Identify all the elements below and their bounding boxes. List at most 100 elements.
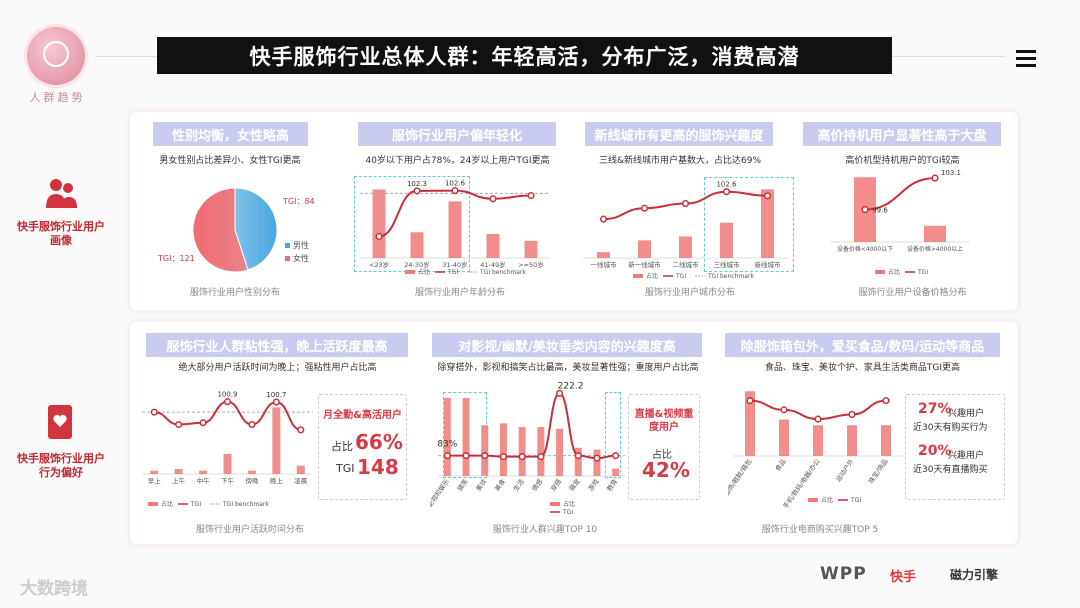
legend-tgi: TGI xyxy=(190,501,201,508)
pie-slice-0 xyxy=(234,187,278,271)
bar xyxy=(612,468,620,476)
menu-icon[interactable] xyxy=(1016,50,1036,68)
tgi-point xyxy=(150,408,158,416)
bar xyxy=(499,423,507,476)
legend-tgi: TGI xyxy=(562,509,573,516)
tgi-point xyxy=(574,452,582,460)
legend-share: 占比 xyxy=(418,268,430,276)
tick-label: 游戏 xyxy=(586,477,601,493)
bar xyxy=(574,447,582,476)
tgi-point xyxy=(375,232,383,241)
tick-label: 早上 xyxy=(148,476,162,485)
interest-box-title: 直播&视频重度用户 xyxy=(634,409,694,433)
tick-label: 上午 xyxy=(172,476,186,485)
tick-label: 搞笑 xyxy=(455,477,470,493)
ecom-panel-title: 除服饰箱包外，爱买食品/数码/运动等商品 xyxy=(725,333,1000,357)
tgi-point xyxy=(527,191,535,200)
tgi-point xyxy=(882,397,890,405)
ecom-stat2-value: 20% xyxy=(918,443,952,459)
legend-share-swatch xyxy=(550,502,560,506)
pie-group xyxy=(192,187,278,273)
price-panel-title: 高价持机用户显著性高于大盘 xyxy=(803,122,1001,146)
tgi-female-label: TGI：121 xyxy=(157,254,195,263)
data-label: 102.3 xyxy=(407,180,427,188)
legend-share-swatch xyxy=(808,498,818,502)
tgi-point xyxy=(780,406,788,414)
legend-share: 占比 xyxy=(161,500,173,508)
time-caption: 服饰行业用户活跃时间分布 xyxy=(195,525,304,535)
logo-text: 人群趋势 xyxy=(29,91,86,104)
tgi-point xyxy=(489,195,497,203)
bar xyxy=(537,427,545,476)
bar xyxy=(443,397,451,476)
person-icon xyxy=(43,41,69,67)
legend-male-swatch xyxy=(285,243,290,248)
tgi-point xyxy=(746,397,754,405)
wpp-logo: WPP xyxy=(820,564,867,584)
tgi-point xyxy=(413,187,421,195)
tick-label: 设备价格>4000以上 xyxy=(907,245,963,253)
bar xyxy=(174,469,183,474)
tick-label: 41-49岁 xyxy=(480,260,505,269)
tick-label: 三线城市 xyxy=(714,260,741,269)
tick-label: 晚上 xyxy=(270,476,284,485)
legend-share: 占比 xyxy=(563,500,575,508)
interest-share-label: 占比 xyxy=(652,450,672,461)
legend-female-swatch xyxy=(285,256,290,261)
ecom-stat1-value: 27% xyxy=(918,401,952,417)
ecom-stat1-text-b: 近30天有购买行为 xyxy=(913,423,988,433)
tgi-point xyxy=(481,452,489,460)
tick-label: 教育 xyxy=(604,477,619,493)
tgi-line xyxy=(864,177,936,211)
tick-label: 生活 xyxy=(511,477,526,493)
gender-pie-chart: TGI：84 TGI：121 男性 女性 xyxy=(157,187,315,273)
ecom-stat2-text-b: 近30天有直播购买 xyxy=(913,465,988,475)
legend-female: 女性 xyxy=(293,253,309,263)
bar xyxy=(761,189,774,258)
tgi-point xyxy=(272,398,280,406)
tick-label: 设备价格<4000以下 xyxy=(837,245,893,253)
tick-label: 凌晨 xyxy=(294,476,308,485)
interest-panel-subtitle: 除穿搭外，影视和搞笑占比最高，美妆显著性强；重度用户占比高 xyxy=(437,363,699,373)
tgi-point xyxy=(462,452,470,460)
tgi-point xyxy=(175,420,183,429)
interest-share-value: 42% xyxy=(642,458,690,482)
tick-label: 新线城市 xyxy=(755,260,782,269)
legend-benchmark: TGI benchmark xyxy=(707,273,754,280)
time-tgi-label: TGI xyxy=(336,462,355,475)
price-panel-subtitle: 高价机型持机用户的TGI较高 xyxy=(845,156,960,166)
tgi-point xyxy=(640,204,649,212)
bar xyxy=(247,470,256,474)
bar xyxy=(745,391,755,456)
tgi-point xyxy=(931,174,939,182)
tgi-point xyxy=(763,192,772,200)
tgi-point xyxy=(297,426,305,434)
gender-panel-subtitle: 男女性别占比差异小、女性TGI更高 xyxy=(159,156,301,166)
bar xyxy=(779,419,789,456)
legend-tgi: TGI xyxy=(917,269,928,276)
tgi-point xyxy=(537,453,545,461)
time-share-label: 占比 xyxy=(331,440,353,453)
bar xyxy=(150,470,159,474)
tgi-point xyxy=(223,398,232,406)
tick-label: 美妆 xyxy=(474,477,489,493)
legend-male: 男性 xyxy=(293,240,309,250)
tick-label: 二线城市 xyxy=(673,260,700,269)
price-caption: 服饰行业用户设备价格分布 xyxy=(858,288,967,298)
interest-panel-title: 对影视/幽默/美妆垂类内容的兴趣度高 xyxy=(432,333,702,357)
bar xyxy=(924,225,946,242)
tgi-point xyxy=(451,187,459,195)
legend-tgi: TGI xyxy=(675,273,686,280)
gender-panel-title: 性别均衡，女性略高 xyxy=(153,122,308,146)
legend-tgi: TGI xyxy=(850,497,861,504)
ecom-stats-box xyxy=(905,394,1005,500)
tick-label: <23岁 xyxy=(369,260,389,269)
time-panel-subtitle: 绝大部分用户活跃时间为晚上；强粘性用户占比高 xyxy=(178,363,377,373)
tick-label: 傍晚 xyxy=(245,476,259,485)
time-box-title: 月全勤&高活用户 xyxy=(323,410,402,421)
bar xyxy=(481,425,489,476)
